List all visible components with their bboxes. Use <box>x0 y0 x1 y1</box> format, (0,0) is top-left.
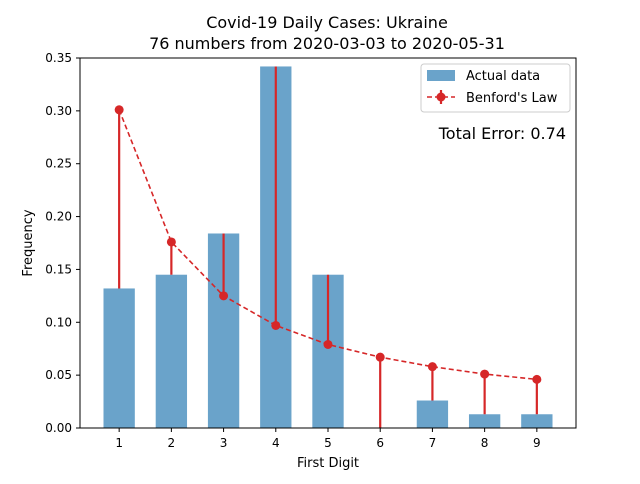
legend-box <box>420 63 571 113</box>
bar-digit-9 <box>521 414 553 428</box>
y-tick-label: 0.35 <box>45 51 72 65</box>
y-tick-label: 0.25 <box>45 157 72 171</box>
benford-point-digit-4 <box>271 320 281 330</box>
y-tick-label: 0.30 <box>45 104 72 118</box>
benford-point-digit-1 <box>114 105 124 115</box>
y-axis-ticks: 0.00 0.05 0.10 0.15 0.20 0.25 0.30 0.35 <box>45 51 80 435</box>
legend: Actual data Benford's Law <box>420 63 571 113</box>
y-tick-label: 0.00 <box>45 421 72 435</box>
x-tick-label-7: 7 <box>429 436 437 450</box>
bar-digit-2 <box>155 274 188 428</box>
x-axis-label: First Digit <box>297 456 359 471</box>
bar-digit-1 <box>103 288 135 428</box>
x-tick-label-6: 6 <box>376 436 384 450</box>
chart-subtitle: 76 numbers from 2020-03-03 to 2020-05-31 <box>149 34 505 53</box>
legend-actual-swatch <box>427 70 455 81</box>
x-tick-label-5: 5 <box>324 436 332 450</box>
y-tick-label: 0.10 <box>45 315 72 329</box>
benford-point-digit-5 <box>323 339 333 349</box>
benford-point-digit-9 <box>532 374 542 384</box>
x-tick-label-9: 9 <box>533 436 541 450</box>
legend-benford-marker <box>436 92 446 102</box>
benford-point-digit-8 <box>480 369 490 379</box>
chart-title: Covid-19 Daily Cases: Ukraine <box>206 13 448 32</box>
benford-point-digit-2 <box>166 237 176 247</box>
x-tick-label-4: 4 <box>272 436 280 450</box>
x-tick-label-3: 3 <box>220 436 228 450</box>
y-tick-label: 0.15 <box>45 262 72 276</box>
bar-digit-8 <box>468 414 501 428</box>
x-tick-label-1: 1 <box>115 436 123 450</box>
legend-benford-label: Benford's Law <box>466 91 558 106</box>
benford-point-digit-7 <box>427 362 437 372</box>
y-axis-label: Frequency <box>21 209 36 276</box>
bar-digit-7 <box>416 400 449 428</box>
y-tick-label: 0.05 <box>45 368 72 382</box>
legend-actual-label: Actual data <box>466 69 540 84</box>
x-axis-ticks: 1 2 3 4 5 6 7 8 9 <box>115 428 541 450</box>
benford-point-digit-3 <box>219 291 229 301</box>
x-tick-label-8: 8 <box>481 436 489 450</box>
error-bars-layer <box>118 66 538 428</box>
x-tick-label-2: 2 <box>168 436 176 450</box>
y-tick-label: 0.20 <box>45 210 72 224</box>
benford-point-digit-6 <box>375 352 385 362</box>
total-error-annotation: Total Error: 0.74 <box>438 124 566 143</box>
benford-line-layer <box>114 105 542 384</box>
